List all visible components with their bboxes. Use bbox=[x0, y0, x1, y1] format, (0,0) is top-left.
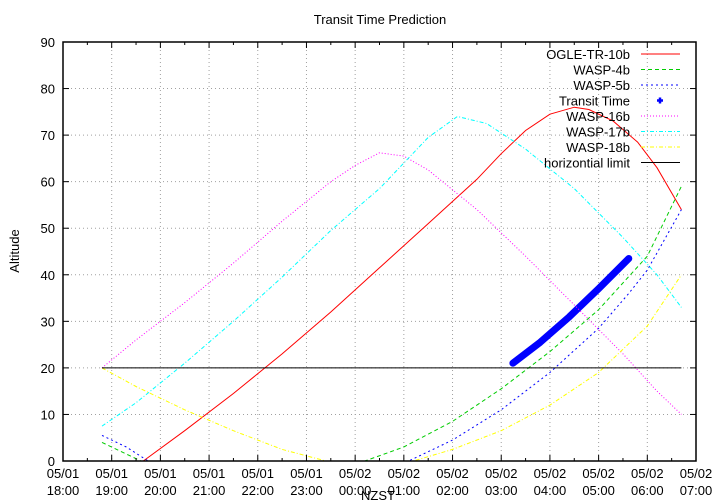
legend-label-wasp-17b: WASP-17b bbox=[566, 125, 630, 140]
x-tick-date: 05/01 bbox=[241, 466, 274, 481]
x-tick-date: 05/01 bbox=[47, 466, 80, 481]
x-tick-time: 03:00 bbox=[485, 483, 518, 498]
x-tick-time: 06:00 bbox=[631, 483, 664, 498]
y-tick-label: 60 bbox=[41, 175, 55, 190]
y-axis-label: Altitude bbox=[7, 229, 22, 272]
x-tick-time: 00:00 bbox=[339, 483, 372, 498]
x-tick-date: 05/01 bbox=[290, 466, 323, 481]
x-tick-date: 05/01 bbox=[144, 466, 177, 481]
series-wasp-4b bbox=[101, 186, 682, 462]
y-tick-label: 90 bbox=[41, 35, 55, 50]
x-tick-date: 05/02 bbox=[534, 466, 567, 481]
legend-sample-transit-time bbox=[657, 97, 663, 104]
legend-label-wasp-18b: WASP-18b bbox=[566, 140, 630, 155]
x-axis-label: NZST bbox=[361, 488, 395, 503]
x-tick-time: 22:00 bbox=[241, 483, 274, 498]
legend-label-wasp-4b: WASP-4b bbox=[573, 63, 630, 78]
y-tick-label: 30 bbox=[41, 314, 55, 329]
x-tick-time: 01:00 bbox=[388, 483, 421, 498]
series-ogle-tr-10b bbox=[143, 106, 682, 462]
x-tick-date: 05/02 bbox=[436, 466, 469, 481]
y-tick-labels: 0 10 20 30 40 50 60 70 80 90 bbox=[41, 35, 55, 469]
series-layer bbox=[101, 106, 682, 462]
x-tick-time: 20:00 bbox=[144, 483, 177, 498]
x-tick-date: 05/02 bbox=[339, 466, 372, 481]
y-tick-label: 0 bbox=[48, 454, 55, 469]
y-tick-label: 40 bbox=[41, 268, 55, 283]
x-tick-time: 19:00 bbox=[95, 483, 128, 498]
series-wasp-17b bbox=[101, 115, 682, 427]
axis-ticks bbox=[62, 41, 697, 462]
x-tick-date: 05/02 bbox=[680, 466, 713, 481]
legend-label-ogle-tr-10b: OGLE-TR-10b bbox=[546, 47, 630, 62]
y-tick-label: 70 bbox=[41, 128, 55, 143]
legend-label-wasp-16b: WASP-16b bbox=[566, 109, 630, 124]
y-tick-label: 80 bbox=[41, 82, 55, 97]
series-transit-time bbox=[509, 255, 633, 367]
series-wasp-5b bbox=[101, 209, 682, 462]
x-tick-time: 04:00 bbox=[534, 483, 567, 498]
x-tick-time: 18:00 bbox=[47, 483, 80, 498]
x-tick-date: 05/01 bbox=[95, 466, 128, 481]
x-tick-date: 05/02 bbox=[582, 466, 615, 481]
x-tick-labels: 05/01 18:00 05/01 19:00 05/01 20:00 05/01 21:00… bbox=[47, 466, 713, 498]
x-tick-time: 07:00 bbox=[680, 483, 713, 498]
x-tick-date: 05/02 bbox=[485, 466, 518, 481]
y-tick-label: 20 bbox=[41, 361, 55, 376]
legend-label-transit-time: Transit Time bbox=[559, 94, 630, 109]
y-tick-label: 10 bbox=[41, 407, 55, 422]
x-tick-time: 21:00 bbox=[193, 483, 226, 498]
x-tick-date: 05/02 bbox=[388, 466, 421, 481]
chart-title: Transit Time Prediction bbox=[314, 12, 446, 27]
legend-label-wasp-5b: WASP-5b bbox=[573, 78, 630, 93]
legend-label-horizontial-limit: horizontial limit bbox=[544, 156, 630, 171]
x-tick-time: 05:00 bbox=[582, 483, 615, 498]
x-tick-date: 05/01 bbox=[193, 466, 226, 481]
x-tick-time: 02:00 bbox=[436, 483, 469, 498]
x-tick-date: 05/02 bbox=[631, 466, 664, 481]
y-tick-label: 50 bbox=[41, 221, 55, 236]
x-tick-time: 23:00 bbox=[290, 483, 323, 498]
